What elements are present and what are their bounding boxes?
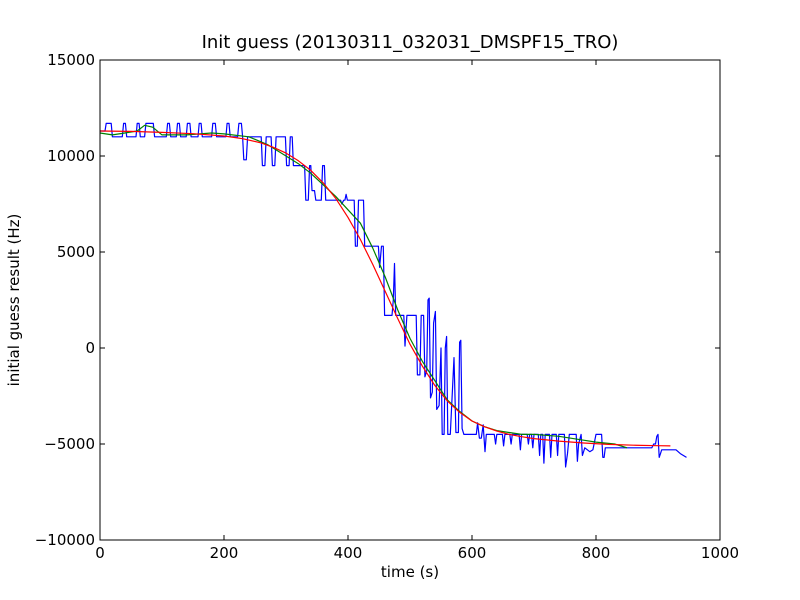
series-line-1	[100, 122, 687, 468]
x-tick-label: 600	[458, 544, 487, 562]
plot-series	[99, 122, 687, 468]
axis-ticks: 0 200 400 600 800 1000 −10000 −5000 0 5000 10000 15…	[35, 51, 739, 562]
y-tick-label: 15000	[47, 51, 95, 69]
x-tick-label: 200	[210, 544, 239, 562]
series-line-2	[99, 124, 628, 449]
y-tick-label: 10000	[47, 147, 95, 165]
y-tick-label: −5000	[44, 435, 95, 453]
x-tick-label: 0	[95, 544, 105, 562]
y-tick-label: 5000	[57, 243, 95, 261]
y-tick-label: −10000	[35, 531, 95, 549]
y-axis-title: initial guess result (Hz)	[5, 214, 23, 387]
x-axis-title: time (s)	[381, 563, 439, 581]
x-tick-label: 800	[582, 544, 611, 562]
x-tick-label: 1000	[701, 544, 739, 562]
x-tick-label: 400	[334, 544, 363, 562]
y-tick-label: 0	[85, 339, 95, 357]
plot-frame	[99, 59, 721, 541]
chart-title: Init guess (20130311_032031_DMSPF15_TRO)	[202, 32, 619, 53]
series-line-3	[99, 130, 671, 447]
